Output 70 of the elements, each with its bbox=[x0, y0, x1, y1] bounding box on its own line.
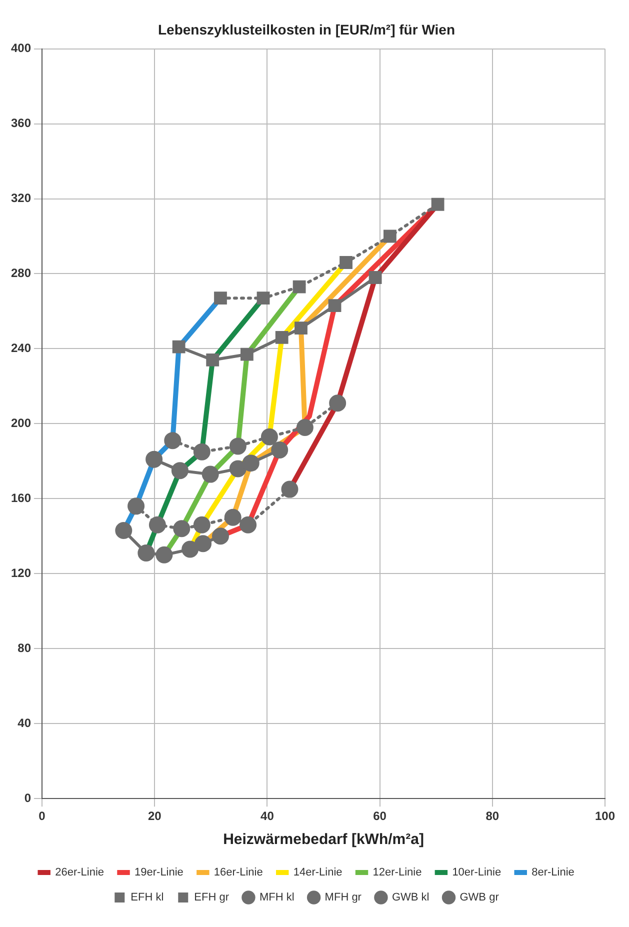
chart-title: Lebenszyklusteilkosten in [EUR/m²] für Wien bbox=[158, 21, 456, 38]
point bbox=[146, 450, 163, 468]
point bbox=[173, 520, 190, 538]
y-tick-label: 320 bbox=[10, 191, 32, 206]
legend-label: 12er-Linie bbox=[372, 866, 422, 879]
point bbox=[172, 340, 186, 354]
legend-label: EFH gr bbox=[194, 892, 230, 904]
point bbox=[224, 508, 242, 526]
point bbox=[340, 256, 352, 269]
x-tick-label: 60 bbox=[373, 809, 387, 824]
point bbox=[115, 522, 132, 540]
point bbox=[138, 544, 155, 562]
y-tick-label: 120 bbox=[10, 566, 32, 580]
legend-label: 10er-Linie bbox=[452, 866, 502, 879]
point bbox=[193, 443, 210, 460]
point bbox=[296, 418, 314, 436]
legend-label: 8er-Linie bbox=[532, 866, 574, 879]
point bbox=[229, 438, 246, 455]
legend-label: GWB kl bbox=[392, 892, 430, 904]
point bbox=[171, 462, 188, 480]
legend-label: MFH gr bbox=[324, 892, 362, 904]
point bbox=[214, 292, 227, 305]
point bbox=[292, 280, 306, 294]
point bbox=[148, 516, 166, 534]
legend-label: 16er-Linie bbox=[214, 866, 263, 879]
y-tick-label: 40 bbox=[18, 716, 32, 730]
point bbox=[431, 198, 444, 211]
y-tick-label: 240 bbox=[10, 341, 32, 356]
y-tick-label: 360 bbox=[10, 116, 32, 130]
point bbox=[368, 271, 382, 284]
point bbox=[281, 480, 298, 498]
point bbox=[156, 546, 173, 564]
x-tick-label: 40 bbox=[260, 809, 274, 824]
y-tick-label: 0 bbox=[24, 790, 32, 805]
point bbox=[128, 498, 145, 515]
x-tick-label: 0 bbox=[38, 809, 46, 824]
point bbox=[229, 460, 246, 478]
point bbox=[275, 331, 288, 344]
point bbox=[164, 432, 182, 450]
x-tick-label: 100 bbox=[594, 809, 616, 824]
y-tick-label: 200 bbox=[10, 416, 32, 430]
y-tick-label: 160 bbox=[10, 490, 32, 505]
legend-label: 14er-Linie bbox=[293, 866, 342, 879]
point bbox=[256, 292, 270, 305]
point bbox=[383, 230, 396, 243]
legend-label: 26er-Linie bbox=[55, 866, 104, 879]
legend-label: GWB gr bbox=[460, 892, 500, 904]
point bbox=[328, 299, 342, 312]
x-axis-title: Heizwärmebedarf [kWh/m²a] bbox=[223, 831, 424, 848]
point bbox=[206, 354, 220, 366]
point bbox=[193, 516, 210, 534]
point bbox=[260, 428, 278, 446]
point bbox=[240, 516, 257, 534]
legend-label: EFH kl bbox=[130, 892, 164, 904]
point bbox=[329, 394, 346, 412]
x-tick-label: 20 bbox=[148, 809, 162, 824]
point bbox=[182, 540, 199, 558]
y-tick-label: 280 bbox=[10, 266, 32, 280]
point bbox=[294, 322, 308, 335]
legend-label: MFH kl bbox=[259, 892, 294, 904]
point bbox=[240, 348, 254, 361]
y-tick-label: 80 bbox=[18, 640, 32, 655]
point bbox=[194, 535, 212, 552]
legend-label: 19er-Linie bbox=[134, 866, 184, 879]
x-tick-label: 80 bbox=[486, 809, 500, 824]
point bbox=[202, 466, 219, 483]
y-tick-label: 400 bbox=[10, 41, 32, 56]
point bbox=[212, 528, 229, 545]
point bbox=[271, 441, 288, 458]
point bbox=[242, 454, 260, 472]
